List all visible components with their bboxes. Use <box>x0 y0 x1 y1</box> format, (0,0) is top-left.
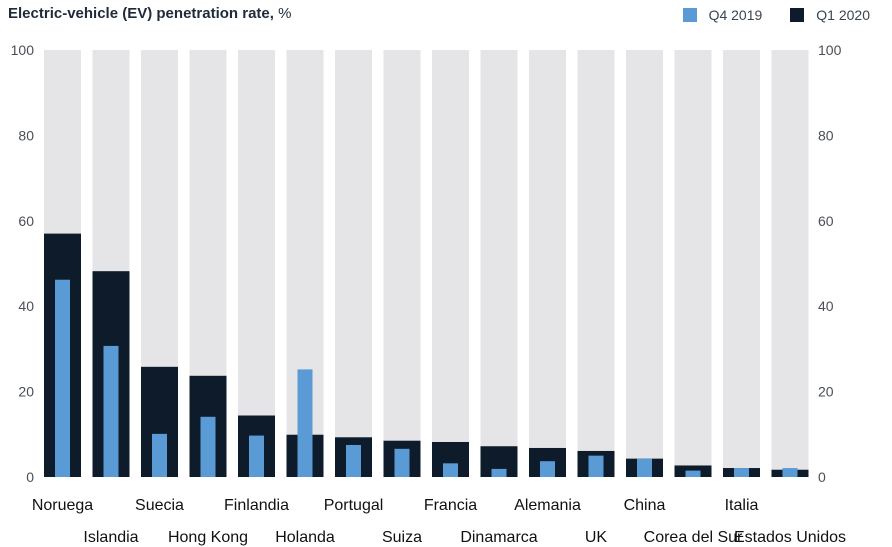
y-tick-label-left: 100 <box>11 42 35 58</box>
x-category-label-suiza: Suiza <box>382 529 422 546</box>
background-band-china <box>626 50 663 477</box>
legend-swatch-q1-2020 <box>790 8 805 22</box>
y-tick-label-left: 20 <box>18 384 34 400</box>
y-tick-label-left: 40 <box>18 298 34 314</box>
x-category-label-dinamarca: Dinamarca <box>460 529 537 546</box>
bar-q4-2019-islandia <box>103 345 119 477</box>
bar-q4-2019-francia <box>443 463 458 477</box>
x-category-label-islandia: Islandia <box>83 529 138 546</box>
y-tick-label-right: 100 <box>818 42 842 58</box>
background-band-finlandia <box>238 50 275 477</box>
bar-q4-2019-china <box>637 458 652 477</box>
background-band-italia <box>723 50 760 477</box>
bar-q4-2019-portugal <box>346 444 361 477</box>
legend-label-q4-2019: Q4 2019 <box>708 7 763 23</box>
legend-label-q1-2020: Q1 2020 <box>816 7 870 23</box>
y-tick-label-right: 0 <box>818 469 826 485</box>
bar-q4-2019-suiza <box>394 448 410 477</box>
y-tick-label-right: 80 <box>818 127 834 143</box>
background-band-estados-unidos <box>771 50 809 477</box>
x-category-label-finlandia: Finlandia <box>224 497 289 514</box>
chart-title: Electric-vehicle (EV) penetration rate, … <box>8 5 292 22</box>
x-category-label-portugal: Portugal <box>324 497 384 514</box>
bar-q4-2019-noruega <box>55 279 70 477</box>
y-tick-label-left: 0 <box>26 469 34 485</box>
x-category-label-china: China <box>624 497 666 514</box>
x-category-label-hong-kong: Hong Kong <box>168 529 248 546</box>
x-category-label-corea-del-sur: Corea del Sur <box>644 529 743 546</box>
bar-q4-2019-corea-del-sur <box>685 470 701 477</box>
x-category-label-holanda: Holanda <box>275 529 335 546</box>
background-band-suiza <box>383 50 421 477</box>
legend-item-q1-2020: Q1 2020 <box>790 7 870 23</box>
bar-q4-2019-estados-unidos <box>782 468 798 477</box>
bar-q4-2019-italia <box>734 468 749 477</box>
y-tick-label-left: 80 <box>18 127 34 143</box>
background-band-alemania <box>529 50 566 477</box>
background-band-corea-del-sur <box>674 50 712 477</box>
x-category-label-suecia: Suecia <box>135 497 184 514</box>
x-category-label-francia: Francia <box>424 497 477 514</box>
legend-item-q4-2019: Q4 2019 <box>682 7 763 23</box>
x-category-label-noruega: Noruega <box>32 497 93 514</box>
y-tick-label-right: 60 <box>818 213 834 229</box>
bar-q4-2019-holanda <box>297 369 313 477</box>
x-category-label-uk: UK <box>585 529 608 546</box>
bar-q4-2019-alemania <box>540 461 555 477</box>
x-category-label-alemania: Alemania <box>514 497 581 514</box>
chart-legend: Q4 2019 Q1 2020 <box>655 7 870 23</box>
y-tick-label-right: 40 <box>818 298 834 314</box>
background-band-uk <box>577 50 615 477</box>
bar-q4-2019-suecia <box>152 433 167 477</box>
background-band-francia <box>432 50 469 477</box>
y-tick-label-right: 20 <box>818 384 834 400</box>
bar-q4-2019-dinamarca <box>491 468 507 477</box>
bar-q4-2019-hong-kong <box>200 416 216 477</box>
y-tick-label-left: 60 <box>18 213 34 229</box>
x-category-label-italia: Italia <box>725 497 759 514</box>
background-band-portugal <box>335 50 372 477</box>
legend-swatch-q4-2019 <box>682 8 697 22</box>
bar-q4-2019-finlandia <box>249 435 264 477</box>
chart-title-unit: % <box>278 5 292 22</box>
x-category-label-estados-unidos: Estados Unidos <box>734 529 846 546</box>
bar-q4-2019-uk <box>588 455 604 477</box>
background-band-dinamarca <box>480 50 518 477</box>
